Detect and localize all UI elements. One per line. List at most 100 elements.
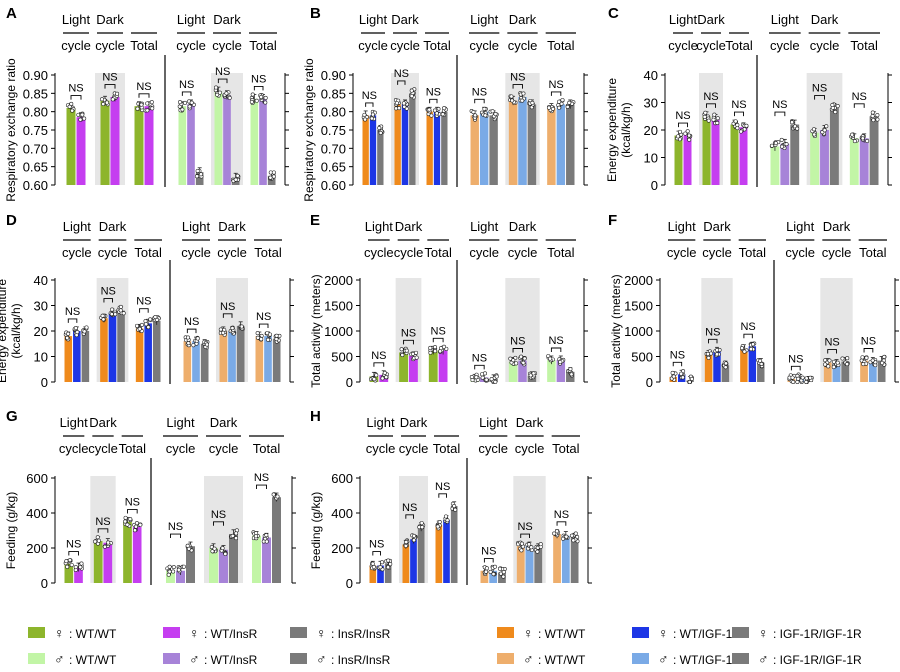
cycle-label: cycle [88, 441, 118, 456]
bar [730, 124, 739, 185]
bar [860, 360, 868, 382]
bar [135, 328, 144, 382]
data-point [118, 308, 123, 313]
data-point [790, 375, 795, 380]
sig-label: NS [548, 79, 563, 91]
data-point [254, 98, 259, 103]
data-point [742, 349, 747, 354]
data-point [214, 85, 219, 90]
bar [377, 130, 384, 185]
bar [272, 338, 281, 382]
data-point [519, 541, 524, 546]
sig-label: NS [852, 91, 867, 103]
data-point [140, 322, 145, 327]
data-point [875, 117, 880, 122]
sig-bracket [474, 364, 485, 370]
bar [187, 104, 195, 185]
sig-bracket [678, 122, 688, 128]
legend-swatch [28, 627, 45, 638]
data-point [253, 534, 258, 539]
data-point [171, 569, 176, 574]
sig-label: NS [731, 99, 746, 111]
panel-F: F Total activity (meters) 0 500 1000 1500 2000… [608, 212, 899, 390]
bar [214, 91, 223, 185]
legend-sex-symbol: ♂ [758, 651, 769, 667]
y-tick-label: 0.80 [23, 105, 48, 120]
y-axis-label: (kcal/kg/h) [9, 303, 23, 358]
cycle-label: Light [62, 12, 91, 27]
data-point [115, 91, 120, 96]
data-point [875, 113, 880, 118]
data-point [64, 559, 69, 564]
sig-bracket [438, 493, 447, 498]
data-point [394, 101, 399, 106]
y-axis-label: Respiratory exchange ratio [4, 58, 18, 202]
sig-label: NS [670, 349, 685, 361]
cycle-label: Dark [697, 12, 725, 27]
legend-sex-symbol: ♀ [523, 625, 534, 641]
bar [428, 350, 438, 382]
data-point [409, 88, 414, 93]
data-point [497, 566, 502, 571]
sig-bracket [708, 338, 718, 344]
data-point [75, 330, 80, 335]
data-point [388, 562, 393, 567]
sig-label: NS [179, 79, 194, 91]
bar [435, 525, 443, 583]
bar [384, 563, 392, 583]
data-point [702, 114, 707, 119]
sig-bracket [213, 521, 224, 526]
data-point [266, 337, 271, 342]
data-point [67, 104, 72, 109]
cycle-label: Dark [400, 415, 428, 430]
bar [780, 143, 790, 185]
data-point [749, 347, 754, 352]
y-tick-label: 500 [631, 350, 653, 365]
bar [394, 104, 401, 185]
data-point [529, 545, 534, 550]
data-point [401, 101, 406, 106]
data-point [69, 101, 74, 106]
data-point [569, 533, 574, 538]
y-axis-label: Feeding (g/kg) [4, 492, 18, 569]
cycle-label: Total [859, 245, 887, 260]
data-point [530, 100, 535, 105]
legend-label: : WT/InsR [204, 627, 258, 641]
sig-bracket [365, 102, 374, 107]
data-point [482, 106, 487, 111]
sig-label: NS [369, 539, 384, 551]
y-tick-label: 1500 [324, 299, 353, 314]
cycle-label: Total [552, 441, 580, 456]
data-point [386, 558, 391, 563]
data-point [106, 540, 111, 545]
data-point [411, 538, 416, 543]
panel-letter: F [608, 212, 617, 229]
data-point [275, 494, 280, 499]
data-point [138, 522, 143, 527]
data-point [187, 104, 192, 109]
data-point [185, 335, 190, 340]
data-point [493, 379, 498, 384]
sig-bracket [138, 93, 150, 98]
bar [527, 104, 537, 185]
data-point [410, 351, 415, 356]
data-point [683, 131, 688, 136]
sig-label: NS [435, 481, 450, 493]
data-point [234, 536, 239, 541]
cycle-label: Light [166, 415, 195, 430]
bar [518, 360, 527, 382]
sig-label: NS [66, 539, 81, 551]
bar [399, 352, 408, 382]
data-point [409, 94, 414, 99]
bar [433, 111, 441, 185]
legend-swatch [632, 627, 649, 638]
data-point [739, 346, 744, 351]
data-point [180, 107, 185, 112]
cycle-label: cycle [394, 245, 424, 260]
data-point [265, 331, 270, 336]
sig-bracket [181, 91, 192, 96]
legend-sex-symbol: ♂ [658, 651, 669, 667]
cycle-label: Dark [509, 219, 537, 234]
data-point [864, 355, 869, 360]
